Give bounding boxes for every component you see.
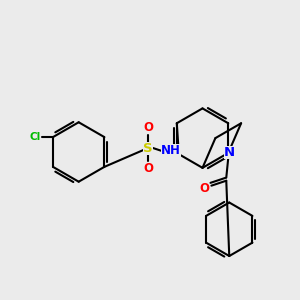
Text: O: O	[143, 162, 153, 175]
Text: Cl: Cl	[29, 132, 41, 142]
Text: S: S	[143, 142, 153, 154]
Text: O: O	[200, 182, 209, 195]
Text: N: N	[224, 146, 235, 160]
Text: O: O	[143, 121, 153, 134]
Text: NH: NH	[161, 145, 181, 158]
